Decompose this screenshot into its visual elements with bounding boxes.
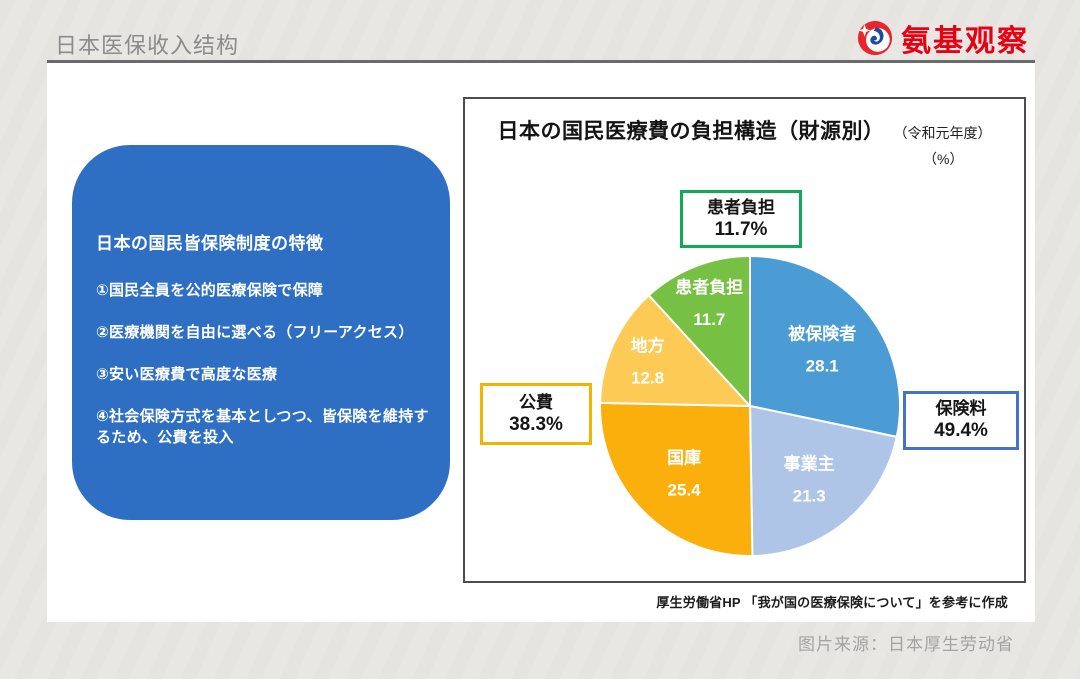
pie-slice-事業主: [749, 405, 898, 557]
brand-logo: 氨基观察: [856, 16, 1029, 60]
callout-patient-label: 患者負担: [707, 197, 775, 217]
pie-slice-被保険者: [749, 255, 901, 438]
pie-label-地方: 地方 12.8: [631, 336, 665, 388]
info-card-bullet: ①国民全員を公的医療保険で保障: [96, 282, 324, 299]
pie-label-国庫: 国庫 25.4: [667, 448, 701, 500]
brand-logo-text: 氨基观察: [901, 25, 1029, 58]
pie-slice-国庫: [599, 401, 754, 557]
title-underline: [47, 60, 1035, 63]
chart-source-note: 厚生労働省HP 「我が国の医療保険について」を参考に作成: [656, 595, 1008, 610]
chart-title: 日本の国民医療費の負担構造（財源別）: [497, 120, 885, 143]
chart-unit-label: （%）: [923, 151, 964, 167]
callout-public-label: 公費: [519, 392, 553, 412]
pie-label-患者負担: 患者負担 11.7: [675, 277, 743, 329]
callout-premium-value: 49.4%: [934, 420, 988, 442]
brand-logo-icon: [856, 19, 894, 57]
callout-public-funds: 公費 38.3%: [480, 383, 592, 445]
pie-slice-患者負担: [647, 255, 751, 407]
callout-premium-label: 保険料: [935, 399, 987, 418]
chart-subtitle: （令和元年度）: [893, 125, 992, 141]
info-card-body: 日本の国民皆保険制度の特徴 ①国民全員を公的医療保険で保障 ②医療機関を自由に選…: [96, 229, 432, 469]
callout-public-value: 38.3%: [509, 413, 563, 435]
info-card: 日本の国民皆保険制度の特徴 ①国民全員を公的医療保険で保障 ②医療機関を自由に選…: [72, 145, 450, 520]
chart-panel: 日本の国民医療費の負担構造（財源別） （令和元年度） （%） 患者負担 11.7…: [463, 97, 1026, 583]
pie-label-事業主: 事業主 21.3: [784, 454, 835, 506]
info-card-bullet: ③安い医療費で高度な医療: [96, 366, 278, 383]
info-card-title: 日本の国民皆保険制度の特徴: [96, 234, 324, 253]
callout-patient-value: 11.7%: [714, 218, 768, 240]
info-card-bullet: ②医療機関を自由に選べる（フリーアクセス）: [96, 324, 414, 341]
callout-patient-burden: 患者負担 11.7%: [680, 190, 802, 248]
page-title: 日本医保收入结构: [55, 33, 240, 58]
pie-slice-地方: [599, 294, 751, 407]
image-credit: 图片来源：日本厚生劳动省: [798, 635, 1014, 654]
chart-title-row: 日本の国民医療費の負担構造（財源別） （令和元年度）: [465, 115, 1024, 145]
info-card-bullet: ④社会保険方式を基本としつつ、皆保険を維持するため、公費を投入: [96, 408, 429, 446]
callout-insurance-premium: 保険料 49.4%: [903, 391, 1019, 450]
pie-chart: 被保険者 28.1 事業主 21.3 国庫 25.4 地方 12.8 患者負担 11.7: [580, 236, 920, 576]
pie-label-被保険者: 被保険者 28.1: [788, 323, 856, 375]
